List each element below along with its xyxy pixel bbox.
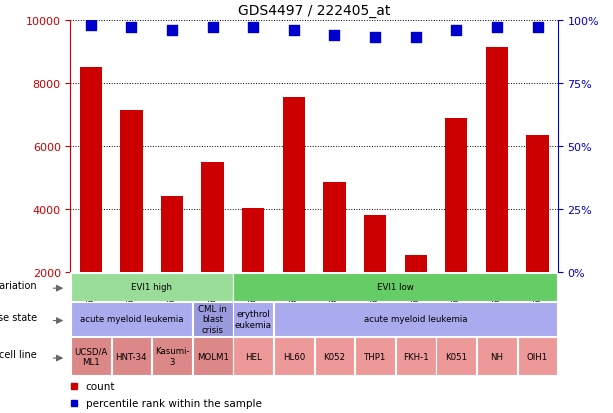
Bar bbox=[517, 337, 557, 375]
Point bbox=[370, 35, 380, 42]
Text: count: count bbox=[86, 381, 115, 391]
Bar bbox=[314, 273, 355, 299]
Bar bbox=[112, 337, 151, 375]
Bar bbox=[80, 68, 102, 273]
Text: K051: K051 bbox=[445, 352, 467, 361]
Bar bbox=[436, 273, 477, 299]
Bar bbox=[274, 302, 557, 336]
Text: GSM862823: GSM862823 bbox=[249, 275, 257, 329]
Bar bbox=[71, 302, 192, 336]
Bar bbox=[274, 337, 314, 375]
Bar bbox=[234, 302, 273, 336]
Bar bbox=[242, 208, 264, 273]
Text: GSM862833: GSM862833 bbox=[167, 275, 177, 330]
Text: GSM862828: GSM862828 bbox=[452, 275, 461, 329]
Bar bbox=[233, 273, 273, 299]
Bar bbox=[192, 302, 232, 336]
Text: percentile rank within the sample: percentile rank within the sample bbox=[86, 398, 262, 408]
Bar bbox=[355, 273, 395, 299]
Text: EVI1 high: EVI1 high bbox=[131, 282, 172, 292]
Point bbox=[126, 25, 136, 31]
Text: MOLM1: MOLM1 bbox=[197, 352, 229, 361]
Text: GSM862824: GSM862824 bbox=[289, 275, 299, 329]
Point bbox=[167, 27, 177, 34]
Bar bbox=[152, 337, 192, 375]
Bar bbox=[234, 337, 273, 375]
Bar bbox=[355, 337, 395, 375]
Text: NH: NH bbox=[490, 352, 503, 361]
Text: cell line: cell line bbox=[0, 349, 37, 359]
Text: GSM862827: GSM862827 bbox=[411, 275, 420, 329]
Point bbox=[248, 25, 258, 31]
Text: genotype/variation: genotype/variation bbox=[0, 280, 37, 291]
Bar bbox=[202, 162, 224, 273]
Text: EVI1 low: EVI1 low bbox=[377, 282, 414, 292]
Text: GSM862834: GSM862834 bbox=[208, 275, 217, 329]
Text: CML in
blast
crisis: CML in blast crisis bbox=[198, 304, 227, 334]
Text: K052: K052 bbox=[324, 352, 346, 361]
Point bbox=[86, 22, 96, 29]
Point bbox=[411, 35, 421, 42]
Point bbox=[208, 25, 218, 31]
Text: GSM862832: GSM862832 bbox=[127, 275, 136, 329]
Bar bbox=[192, 273, 233, 299]
Bar bbox=[396, 337, 436, 375]
Text: GSM862829: GSM862829 bbox=[492, 275, 501, 329]
Text: erythrol
eukemia: erythrol eukemia bbox=[235, 309, 272, 329]
Bar bbox=[323, 183, 346, 273]
Point bbox=[533, 25, 543, 31]
Bar bbox=[273, 273, 314, 299]
Text: OIH1: OIH1 bbox=[527, 352, 548, 361]
Bar bbox=[477, 273, 517, 299]
Bar bbox=[395, 273, 436, 299]
Bar bbox=[161, 197, 183, 273]
Bar bbox=[283, 98, 305, 273]
Text: acute myeloid leukemia: acute myeloid leukemia bbox=[364, 315, 468, 323]
Bar bbox=[364, 216, 386, 273]
Bar bbox=[527, 135, 549, 273]
Text: GSM862825: GSM862825 bbox=[330, 275, 339, 329]
Text: HL60: HL60 bbox=[283, 352, 305, 361]
Bar bbox=[405, 255, 427, 273]
Bar bbox=[477, 337, 517, 375]
Text: UCSD/A
ML1: UCSD/A ML1 bbox=[74, 347, 107, 366]
Bar bbox=[111, 273, 151, 299]
Text: FKH-1: FKH-1 bbox=[403, 352, 428, 361]
Text: GSM862830: GSM862830 bbox=[533, 275, 542, 330]
Bar bbox=[71, 273, 232, 301]
Bar bbox=[445, 118, 468, 273]
Bar bbox=[436, 337, 476, 375]
Text: acute myeloid leukemia: acute myeloid leukemia bbox=[80, 315, 183, 323]
Text: GSM862826: GSM862826 bbox=[371, 275, 379, 329]
Point bbox=[492, 25, 502, 31]
Bar bbox=[234, 273, 557, 301]
Point bbox=[289, 27, 299, 34]
Title: GDS4497 / 222405_at: GDS4497 / 222405_at bbox=[238, 4, 390, 18]
Bar bbox=[70, 273, 111, 299]
Bar bbox=[120, 110, 143, 273]
Text: Kasumi-
3: Kasumi- 3 bbox=[154, 347, 189, 366]
Text: disease state: disease state bbox=[0, 312, 37, 322]
Point bbox=[451, 27, 461, 34]
Point bbox=[330, 33, 340, 39]
Bar bbox=[485, 47, 508, 273]
Bar bbox=[517, 273, 558, 299]
Bar bbox=[152, 273, 192, 299]
Text: THP1: THP1 bbox=[364, 352, 386, 361]
Text: GSM862831: GSM862831 bbox=[86, 275, 95, 330]
Text: HEL: HEL bbox=[245, 352, 262, 361]
Text: HNT-34: HNT-34 bbox=[116, 352, 147, 361]
Bar bbox=[314, 337, 354, 375]
Bar bbox=[71, 337, 111, 375]
Bar bbox=[192, 337, 232, 375]
